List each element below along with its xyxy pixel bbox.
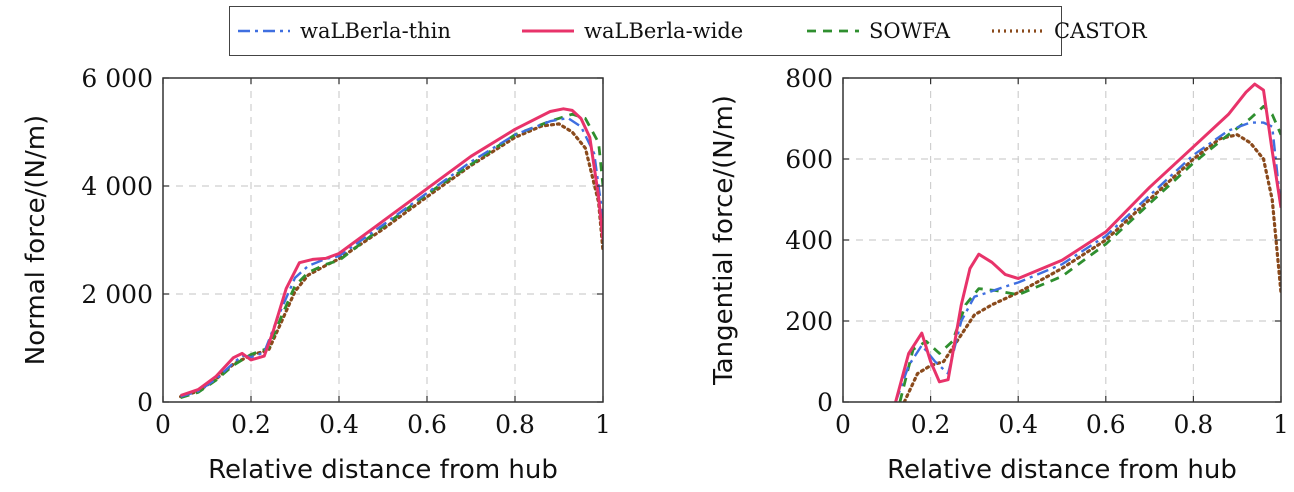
legend-label: SOWFA — [869, 19, 951, 43]
series-line-walberla-thin — [180, 116, 603, 398]
series-line-walberla-wide — [894, 82, 1281, 402]
y-axis-label: Normal force/(N/m) — [21, 115, 51, 365]
legend-item-walberla-thin: waLBerla-thin — [236, 7, 451, 55]
x-tick-label: 0 — [835, 410, 851, 439]
plot-frame — [162, 77, 604, 403]
y-tick-label: 0 — [137, 388, 153, 417]
x-tick-label: 0.8 — [495, 410, 535, 439]
grid — [163, 78, 603, 402]
x-tick-label: 0.8 — [1174, 410, 1214, 439]
x-tick-label: 0.2 — [231, 410, 271, 439]
legend-item-walberla-wide: waLBerla-wide — [520, 7, 743, 55]
y-tick-label: 2 000 — [81, 280, 153, 309]
legend-label: waLBerla-thin — [300, 19, 451, 43]
x-axis-label: Relative distance from hub — [887, 455, 1237, 485]
x-tick-label: 1 — [595, 410, 611, 439]
y-tick-label: 600 — [785, 145, 833, 174]
y-tick-label: 6 000 — [81, 64, 153, 93]
series-group — [179, 107, 603, 400]
x-tick-label: 0 — [155, 410, 171, 439]
x-tick-label: 0.4 — [998, 410, 1038, 439]
series-line-castor — [902, 133, 1281, 402]
x-tick-label: 1 — [1273, 410, 1289, 439]
series-line-walberla-thin — [894, 121, 1281, 402]
legend-swatch — [522, 29, 574, 33]
series-group — [894, 82, 1281, 402]
y-tick-label: 4 000 — [81, 172, 153, 201]
legend-swatch — [807, 29, 859, 33]
series-line-walberla-wide — [180, 107, 603, 397]
chart-legend: waLBerla-thin waLBerla-wide SOWFA CASTOR — [229, 6, 1147, 56]
legend-swatch — [992, 29, 1044, 33]
y-tick-label: 0 — [817, 388, 833, 417]
x-axis-label: Relative distance from hub — [208, 455, 558, 485]
grid — [843, 78, 1281, 402]
y-tick-label: 400 — [785, 226, 833, 255]
x-tick-label: 0.2 — [911, 410, 951, 439]
legend-label: waLBerla-wide — [584, 19, 744, 43]
y-axis-label: Tangential force/(N/m) — [709, 95, 739, 386]
x-tick-label: 0.6 — [407, 410, 447, 439]
x-tick-label: 0.4 — [319, 410, 359, 439]
series-line-sowfa — [898, 105, 1281, 402]
legend-swatch — [238, 29, 290, 33]
x-tick-label: 0.6 — [1086, 410, 1126, 439]
series-line-sowfa — [180, 112, 603, 400]
y-tick-label: 800 — [785, 64, 833, 93]
normal-force-chart: 0 0.2 0.4 0.6 0.8 1 0 2 000 4 000 6 000 Relative d… — [21, 64, 611, 485]
legend-item-sowfa: SOWFA — [805, 7, 950, 55]
tangential-force-chart: 0 0.2 0.4 0.6 0.8 1 0 200 400 600 800 Relative dist… — [709, 64, 1289, 485]
legend-item-castor: CASTOR — [990, 7, 1147, 55]
y-tick-label: 200 — [785, 307, 833, 336]
legend-label: CASTOR — [1054, 19, 1147, 43]
